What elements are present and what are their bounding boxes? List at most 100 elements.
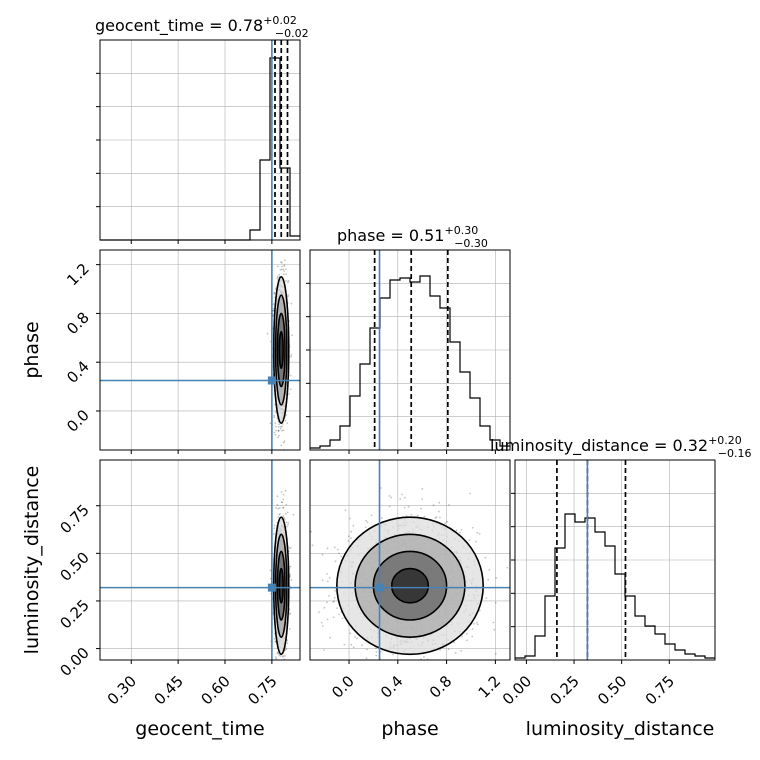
xtick-phase: 0.8 <box>426 672 456 702</box>
scatter-point <box>282 429 285 432</box>
scatter-point <box>311 544 314 547</box>
scatter-point <box>416 514 419 517</box>
scatter-point <box>350 530 352 533</box>
title-luminosity-distance-plus: +0.20 <box>708 434 742 447</box>
scatter-point <box>279 513 281 515</box>
scatter-point <box>278 273 281 276</box>
scatter-point <box>285 268 287 270</box>
scatter-point <box>283 440 286 443</box>
scatter-point <box>280 425 282 428</box>
scatter-point <box>432 504 435 507</box>
scatter-point <box>421 488 424 490</box>
scatter-point <box>334 589 336 592</box>
scatter-point <box>276 652 279 654</box>
scatter-point <box>476 623 479 626</box>
scatter-point <box>318 611 320 613</box>
scatter-point <box>375 647 377 650</box>
contour-line <box>336 516 484 656</box>
scatter-point <box>275 658 278 660</box>
scatter-point <box>410 513 413 516</box>
xtick-geocent-time: 0.60 <box>197 672 233 708</box>
scatter-point <box>284 419 287 422</box>
scatter-point <box>275 425 277 428</box>
scatter-point <box>289 374 292 377</box>
ylabel-phase: phase <box>21 321 43 378</box>
scatter-point <box>484 556 487 559</box>
scatter-point <box>326 573 328 575</box>
scatter-point <box>277 436 279 439</box>
scatter-point <box>276 651 279 654</box>
ytick-luminosity-distance: 0.25 <box>56 596 92 632</box>
scatter-point <box>281 261 283 264</box>
scatter-point <box>273 414 276 417</box>
scatter-point <box>274 292 276 294</box>
scatter-point <box>338 613 340 616</box>
panel-frame <box>99 249 301 451</box>
scatter-point <box>290 547 292 549</box>
scatter-point <box>273 524 276 527</box>
title-luminosity-distance-minus: −0.16 <box>718 447 752 460</box>
scatter-point <box>333 600 335 603</box>
scatter-point <box>310 530 312 533</box>
scatter-point <box>475 540 477 543</box>
ytick-phase: 0.8 <box>63 309 93 339</box>
ytick-phase: 1.2 <box>63 260 93 290</box>
scatter-point <box>439 516 441 519</box>
scatter-point <box>275 429 277 432</box>
scatter-point <box>285 648 288 650</box>
scatter-point <box>272 303 275 305</box>
ytick-luminosity-distance: 0.75 <box>56 501 92 537</box>
scatter-point <box>401 493 403 496</box>
scatter-point <box>332 601 335 603</box>
xtick-luminosity-distance: 0.50 <box>594 672 630 708</box>
scatter-point <box>281 656 284 658</box>
scatter-point <box>286 639 289 642</box>
xlabel-luminosity-distance: luminosity_distance <box>526 718 715 740</box>
contour-line <box>272 276 290 424</box>
scatter-point <box>388 495 391 497</box>
scatter-point <box>277 507 279 510</box>
scatter-point <box>348 517 351 520</box>
scatter-point <box>273 637 276 640</box>
scatter-point <box>287 295 289 298</box>
scatter-point <box>288 613 291 616</box>
truth-marker <box>267 583 276 592</box>
scatter-point <box>493 628 496 631</box>
truth-marker <box>375 583 384 592</box>
scatter-point <box>455 529 458 532</box>
scatter-point <box>438 501 441 504</box>
scatter-point <box>286 642 289 644</box>
scatter-point <box>328 595 330 597</box>
scatter-point <box>290 302 293 305</box>
xtick-geocent-time: 0.45 <box>151 672 187 708</box>
title-phase: phase = 0.51+0.30 −0.30 <box>337 224 488 250</box>
scatter-point <box>278 423 281 426</box>
scatter-point <box>277 426 280 428</box>
scatter-point <box>365 657 368 660</box>
scatter-point <box>366 648 368 651</box>
scatter-point <box>326 547 329 550</box>
scatter-point <box>279 261 282 263</box>
panel-frame <box>514 459 716 661</box>
scatter-point <box>282 273 285 275</box>
scatter-point <box>285 525 288 528</box>
scatter-point <box>390 496 392 499</box>
scatter-point <box>320 621 323 624</box>
ytick-phase: 0.0 <box>63 406 93 436</box>
scatter-point <box>288 628 291 630</box>
scatter-point <box>284 259 286 262</box>
scatter-point <box>444 522 447 524</box>
scatter-point <box>343 643 346 646</box>
scatter-point <box>277 429 280 432</box>
scatter-point <box>423 656 425 658</box>
xtick-phase: 0.0 <box>328 672 358 702</box>
scatter-point <box>407 505 410 508</box>
scatter-point <box>283 517 285 519</box>
scatter-point <box>289 388 292 391</box>
scatter-point <box>356 637 358 640</box>
scatter-point <box>329 636 331 639</box>
scatter-point <box>272 309 275 312</box>
scatter-point <box>275 656 277 659</box>
scatter-point <box>289 574 291 576</box>
scatter-point <box>354 635 357 638</box>
